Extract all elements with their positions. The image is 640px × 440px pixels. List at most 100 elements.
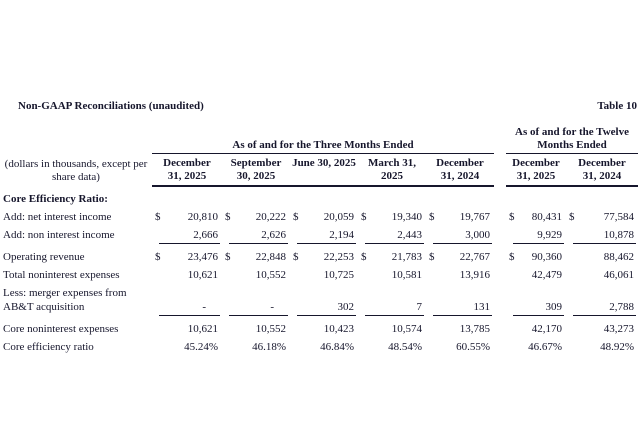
cell-value: 10,574 — [391, 323, 422, 335]
cell-value: 46.67% — [528, 341, 562, 353]
table-cell: 46,061 — [566, 267, 638, 285]
cell-value: 20,222 — [255, 211, 286, 223]
cell-value: 45.24% — [184, 341, 218, 353]
table-row: Core noninterest expenses 10,621 10,552 10,… — [0, 321, 640, 339]
column-header-dec-31-2024: December 31, 2024 — [426, 154, 494, 187]
table-cell: 2,626 — [222, 227, 290, 245]
cell-value: 88,462 — [603, 251, 634, 263]
table-cell: $20,059 — [290, 209, 358, 227]
table-cell: 3,000 — [426, 227, 494, 245]
cell-value: 48.54% — [388, 341, 422, 353]
table-cell: 13,916 — [426, 267, 494, 285]
column-gap — [494, 321, 506, 339]
table-cell: $20,810 — [152, 209, 222, 227]
table-cell: $22,767 — [426, 249, 494, 267]
column-gap — [494, 227, 506, 245]
column-gap — [494, 299, 506, 317]
dollar-sign: $ — [225, 211, 231, 223]
dollar-sign: $ — [361, 211, 367, 223]
table-cell: 309 — [506, 299, 566, 317]
reconciliation-table: As of and for the Three Months Ended As … — [0, 126, 640, 357]
row-label: Core noninterest expenses — [3, 323, 119, 335]
table-cell: 42,479 — [506, 267, 566, 285]
table-cell: 2,666 — [152, 227, 222, 245]
row-label: Core efficiency ratio — [3, 341, 94, 353]
table-cell: $22,848 — [222, 249, 290, 267]
cell-value: 13,916 — [459, 269, 490, 281]
column-gap — [494, 267, 506, 285]
cell-value: 80,431 — [531, 211, 562, 223]
table-cell: 10,725 — [290, 267, 358, 285]
dollar-sign: $ — [429, 251, 435, 263]
cell-value: 10,621 — [187, 269, 218, 281]
table-cell: 10,621 — [152, 321, 222, 339]
table-cell: - — [152, 299, 222, 317]
table-cell: 302 — [290, 299, 358, 317]
table-cell: 2,194 — [290, 227, 358, 245]
column-header-sep-30-2025: September 30, 2025 — [222, 154, 290, 187]
cell-value: 46,061 — [603, 269, 634, 281]
cell-value: 22,253 — [323, 251, 354, 263]
cell-value: 10,725 — [323, 269, 354, 281]
cell-value: 19,340 — [391, 211, 422, 223]
table-cell: 46.18% — [222, 339, 290, 357]
table-row: Add: net interest income $20,810 $20,222 $2… — [0, 209, 640, 227]
cell-value: 19,767 — [459, 211, 490, 223]
table-cell: 46.84% — [290, 339, 358, 357]
table-cell: 48.54% — [358, 339, 426, 357]
cell-value: 23,476 — [187, 251, 218, 263]
row-label: Less: merger expenses from — [3, 287, 127, 299]
column-gap — [494, 339, 506, 357]
table-row: Less: merger expenses from — [0, 285, 640, 299]
table-cell: $19,767 — [426, 209, 494, 227]
page-title: Non-GAAP Reconciliations (unaudited) — [18, 100, 204, 112]
column-header-row: (dollars in thousands, except per share … — [0, 154, 640, 187]
dollar-sign: $ — [293, 251, 299, 263]
cell-value: 21,783 — [391, 251, 422, 263]
cell-value: 10,423 — [323, 323, 354, 335]
cell-value: 309 — [545, 301, 563, 313]
row-label: Core Efficiency Ratio: — [3, 193, 108, 205]
table-cell: 10,552 — [222, 267, 290, 285]
cell-value: 43,273 — [603, 323, 634, 335]
table-cell: 10,581 — [358, 267, 426, 285]
dollar-sign: $ — [509, 211, 515, 223]
cell-value: 20,810 — [187, 211, 218, 223]
group-header-row: As of and for the Three Months Ended As … — [0, 126, 640, 154]
cell-value: 302 — [337, 301, 355, 313]
cell-value: 42,479 — [531, 269, 562, 281]
table-cell: 88,462 — [566, 249, 638, 267]
cell-value: 2,443 — [397, 229, 422, 241]
table-cell: 131 — [426, 299, 494, 317]
table-cell: 9,929 — [506, 227, 566, 245]
table-cell: 42,170 — [506, 321, 566, 339]
table-row: Add: non interest income 2,666 2,626 2,194 2… — [0, 227, 640, 245]
cell-value: 42,170 — [531, 323, 562, 335]
table-cell: 10,423 — [290, 321, 358, 339]
table-row: Operating revenue $23,476 $22,848 $22,253 $2… — [0, 249, 640, 267]
cell-value: 10,581 — [391, 269, 422, 281]
table-cell: 10,621 — [152, 267, 222, 285]
cell-value: 77,584 — [603, 211, 634, 223]
cell-value: 10,552 — [255, 269, 286, 281]
row-label: Add: net interest income — [3, 211, 112, 223]
cell-value: - — [270, 301, 274, 313]
row-label: Total noninterest expenses — [3, 269, 120, 281]
cell-value: 131 — [473, 301, 491, 313]
column-header-mar-31-2025: March 31, 2025 — [358, 154, 426, 187]
table-row: Core Efficiency Ratio: — [0, 191, 640, 209]
cell-value: 22,767 — [459, 251, 490, 263]
table-cell: 2,788 — [566, 299, 638, 317]
column-gap — [494, 209, 506, 227]
cell-value: 3,000 — [465, 229, 490, 241]
table-cell: $90,360 — [506, 249, 566, 267]
table-cell: $80,431 — [506, 209, 566, 227]
dollar-sign: $ — [569, 211, 575, 223]
dollar-sign: $ — [225, 251, 231, 263]
table-cell: 10,574 — [358, 321, 426, 339]
cell-value: 7 — [416, 301, 423, 313]
title-bar: Non-GAAP Reconciliations (unaudited) Tab… — [0, 0, 640, 112]
column-gap — [494, 154, 506, 187]
cell-value: 2,788 — [609, 301, 634, 313]
table-cell: $19,340 — [358, 209, 426, 227]
